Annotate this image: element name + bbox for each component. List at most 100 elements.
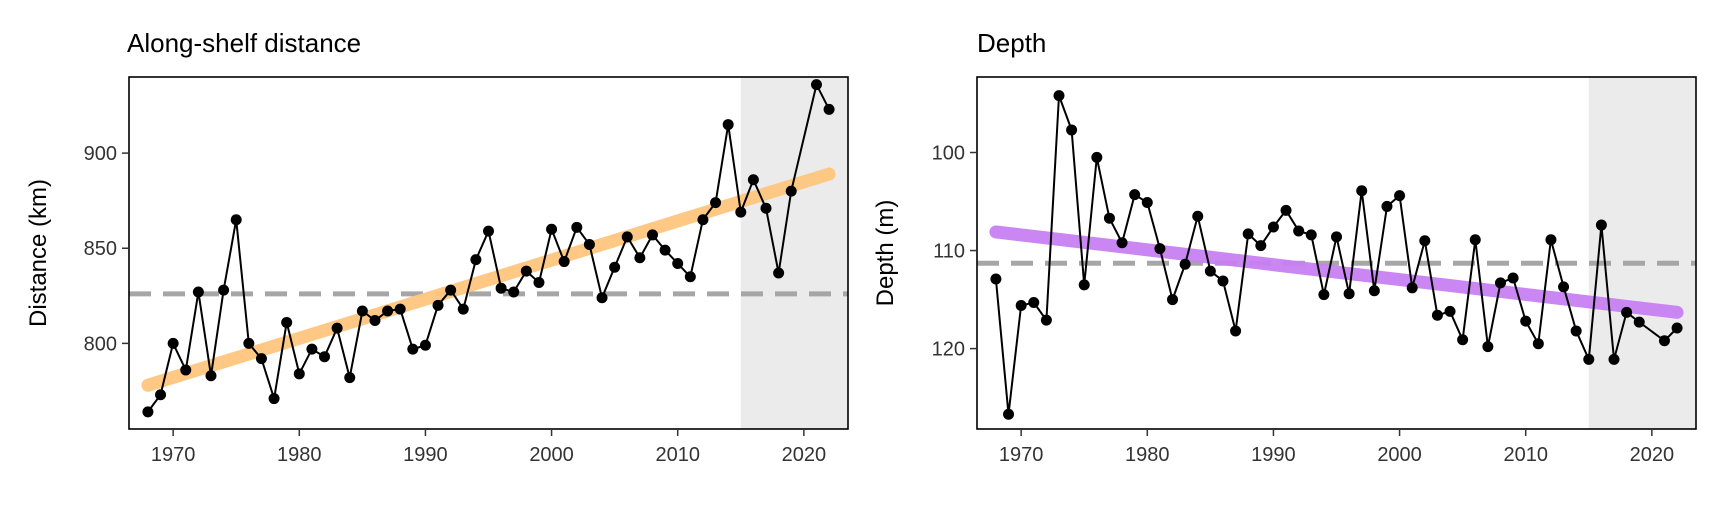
- chart-1-data-point: [167, 337, 179, 349]
- chart-2-data-point: [1116, 237, 1128, 249]
- chart-1-data-point: [180, 364, 192, 376]
- chart-1-data-point: [268, 393, 280, 405]
- chart-2-data-point: [1621, 306, 1633, 318]
- chart-1-data-point: [697, 214, 709, 226]
- chart-2-data-point: [1558, 281, 1570, 293]
- chart-2-data-point: [1154, 243, 1166, 255]
- chart-1-data-point: [546, 223, 558, 235]
- chart-2-data-point: [1066, 124, 1078, 136]
- chart-2: 1970 1980 1990 2000 2010 2020 100 110 120 Depth (…: [872, 76, 1697, 466]
- chart-1-data-point: [508, 286, 520, 298]
- chart-2-data-point: [1343, 288, 1355, 300]
- chart-2-data-point: [1507, 272, 1519, 284]
- chart-2-data-point: [1671, 322, 1683, 334]
- chart-1-data-point: [394, 303, 406, 315]
- chart-2-data-point: [1141, 197, 1153, 209]
- chart-1-data-point: [583, 238, 595, 250]
- chart-1-data-point: [255, 353, 267, 365]
- chart-1-data-point: [382, 305, 394, 317]
- chart-2-data-point: [1431, 309, 1443, 321]
- chart-1-x-tick-label: 2010: [655, 444, 700, 466]
- chart-1-data-point: [773, 267, 785, 279]
- chart-1-data-point: [810, 79, 822, 91]
- chart-1-data-point: [432, 299, 444, 311]
- chart-1-data-point: [520, 265, 532, 277]
- chart-1-y-axis-title: Distance (km): [25, 179, 52, 327]
- chart-1-data-point: [747, 174, 759, 186]
- chart-1-plot-border: [128, 76, 849, 430]
- chart-2-data-point: [1318, 289, 1330, 301]
- chart-2-data-point: [1469, 234, 1481, 246]
- chart-2-data-point: [1280, 204, 1292, 216]
- chart-1-data-point: [558, 256, 570, 268]
- chart-2-x-tick-label: 1980: [1125, 444, 1170, 466]
- chart-1-data-point: [495, 282, 507, 294]
- chart-1-trend-line: [141, 167, 836, 392]
- chart-1-data-point: [571, 221, 583, 233]
- chart-1-data-point: [659, 244, 671, 256]
- chart-2-data-point: [1103, 212, 1115, 224]
- chart-2-data-point: [1293, 225, 1305, 237]
- chart-1-data-point: [684, 271, 696, 283]
- chart-1-data-point: [281, 316, 293, 328]
- chart-1-data-point: [646, 229, 658, 241]
- chart-1-data-point: [293, 368, 305, 380]
- chart-1-data-point: [722, 119, 734, 131]
- chart-2-data-point: [1192, 210, 1204, 222]
- chart-1-data-point: [306, 343, 318, 355]
- chart-2-data-point: [1394, 190, 1406, 202]
- chart-2-data-point: [1633, 316, 1645, 328]
- chart-2-data-point: [1078, 279, 1090, 291]
- chart-1-data-point: [243, 337, 255, 349]
- chart-2-data-point: [1520, 315, 1532, 327]
- chart-1-series-line: [147, 81, 830, 413]
- chart-2-data-point: [1356, 185, 1368, 197]
- chart-2-data-point: [1204, 265, 1216, 277]
- chart-1-data-point: [344, 372, 356, 384]
- chart-2-data-point: [1053, 90, 1065, 102]
- chart-2-data-point: [1179, 258, 1191, 270]
- chart-2-x-tick-label: 2010: [1503, 444, 1548, 466]
- chart-1-data-point: [470, 254, 482, 266]
- chart-2-data-point: [1305, 229, 1317, 241]
- chart-2-x-tick-label: 2020: [1630, 444, 1675, 466]
- chart-2-data-point: [1570, 325, 1582, 337]
- chart-2-data-point: [1267, 221, 1279, 233]
- chart-1-data-point: [319, 351, 331, 363]
- chart-1-data-point: [457, 303, 469, 315]
- chart-1-data-point: [205, 370, 217, 382]
- chart-1-y-tick-label: 850: [84, 238, 117, 260]
- chart-1-data-point: [192, 286, 204, 298]
- chart-1-data-point: [142, 406, 154, 418]
- chart-2-data-point: [1015, 299, 1027, 311]
- chart-1-data-point: [760, 202, 772, 214]
- chart-1-x-tick-label: 1990: [403, 444, 448, 466]
- chart-2-data-point: [1331, 231, 1342, 243]
- chart-2-x-tick-label: 1970: [999, 444, 1044, 466]
- chart-2-data-point: [1595, 219, 1607, 231]
- chart-1-data-point: [369, 315, 381, 327]
- chart-1-data-point: [483, 225, 494, 237]
- chart-1-data-point: [785, 185, 797, 197]
- chart-2-data-point: [1494, 277, 1506, 289]
- chart-2-shaded-region: [1588, 77, 1696, 429]
- chart-2-y-axis-title: Depth (m): [872, 200, 899, 307]
- chart-2-data-point: [1368, 285, 1380, 297]
- chart-1-x-tick-label: 1980: [277, 444, 322, 466]
- chart-2-data-point: [1255, 240, 1267, 252]
- chart-2-trend-line: [989, 225, 1684, 319]
- chart-1-data-point: [735, 206, 747, 218]
- chart-2-title: Depth: [977, 28, 1047, 58]
- chart-2-data-point: [1217, 275, 1229, 287]
- chart-2-data-point: [1242, 228, 1254, 240]
- chart-2-y-tick-label: 100: [932, 142, 965, 164]
- chart-1-data-point: [230, 214, 242, 226]
- chart-1-data-point: [823, 103, 835, 115]
- chart-1-x-tick-label: 2020: [782, 444, 827, 466]
- chart-1-data-point: [218, 284, 230, 296]
- chart-1-x-tick-label: 2000: [529, 444, 574, 466]
- chart-2-data-point: [1230, 325, 1242, 337]
- chart-1-data-point: [634, 252, 646, 264]
- chart-2-data-point: [1129, 189, 1141, 201]
- chart-2-x-tick-label: 1990: [1251, 444, 1296, 466]
